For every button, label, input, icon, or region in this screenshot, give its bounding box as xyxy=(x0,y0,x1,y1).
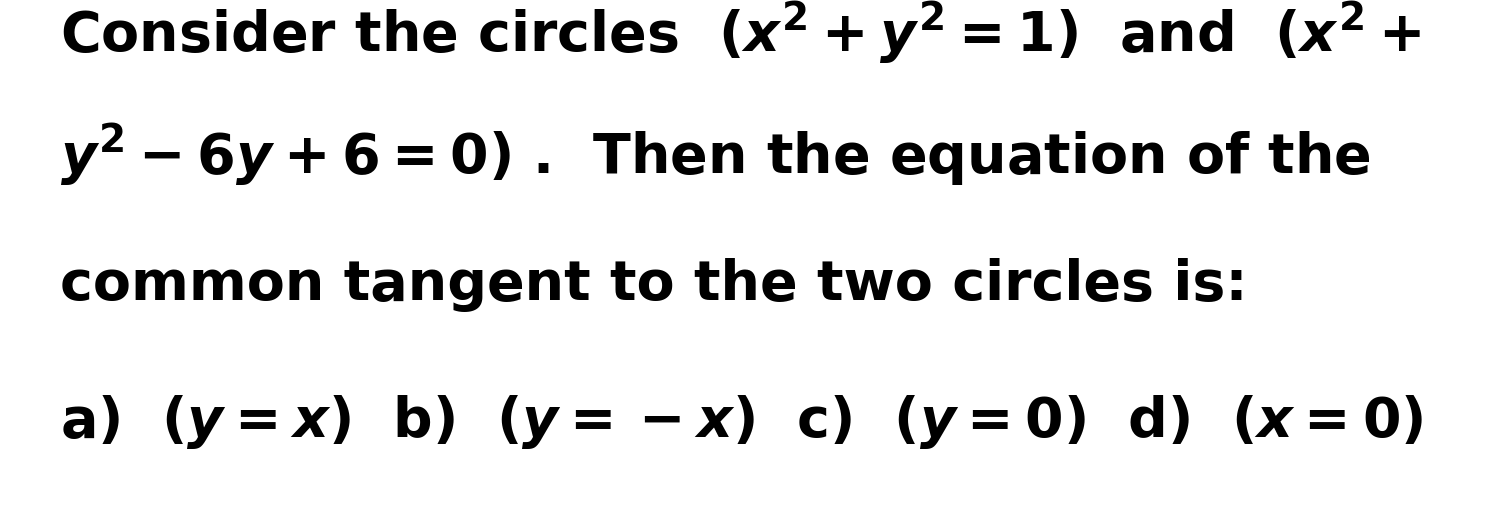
Text: common tangent to the two circles is:: common tangent to the two circles is: xyxy=(60,259,1248,312)
Text: a)  $(y = x)$  b)  $(y = -x)$  c)  $(y = 0)$  d)  $(x = 0)$: a) $(y = x)$ b) $(y = -x)$ c) $(y = 0)$ … xyxy=(60,393,1423,451)
Text: Consider the circles  $(x^2 + y^2 = 1)$  and  $(x^2 +$: Consider the circles $(x^2 + y^2 = 1)$ a… xyxy=(60,0,1420,67)
Text: $y^2 - 6y + 6 = 0)$ .  Then the equation of the: $y^2 - 6y + 6 = 0)$ . Then the equation … xyxy=(60,122,1371,189)
